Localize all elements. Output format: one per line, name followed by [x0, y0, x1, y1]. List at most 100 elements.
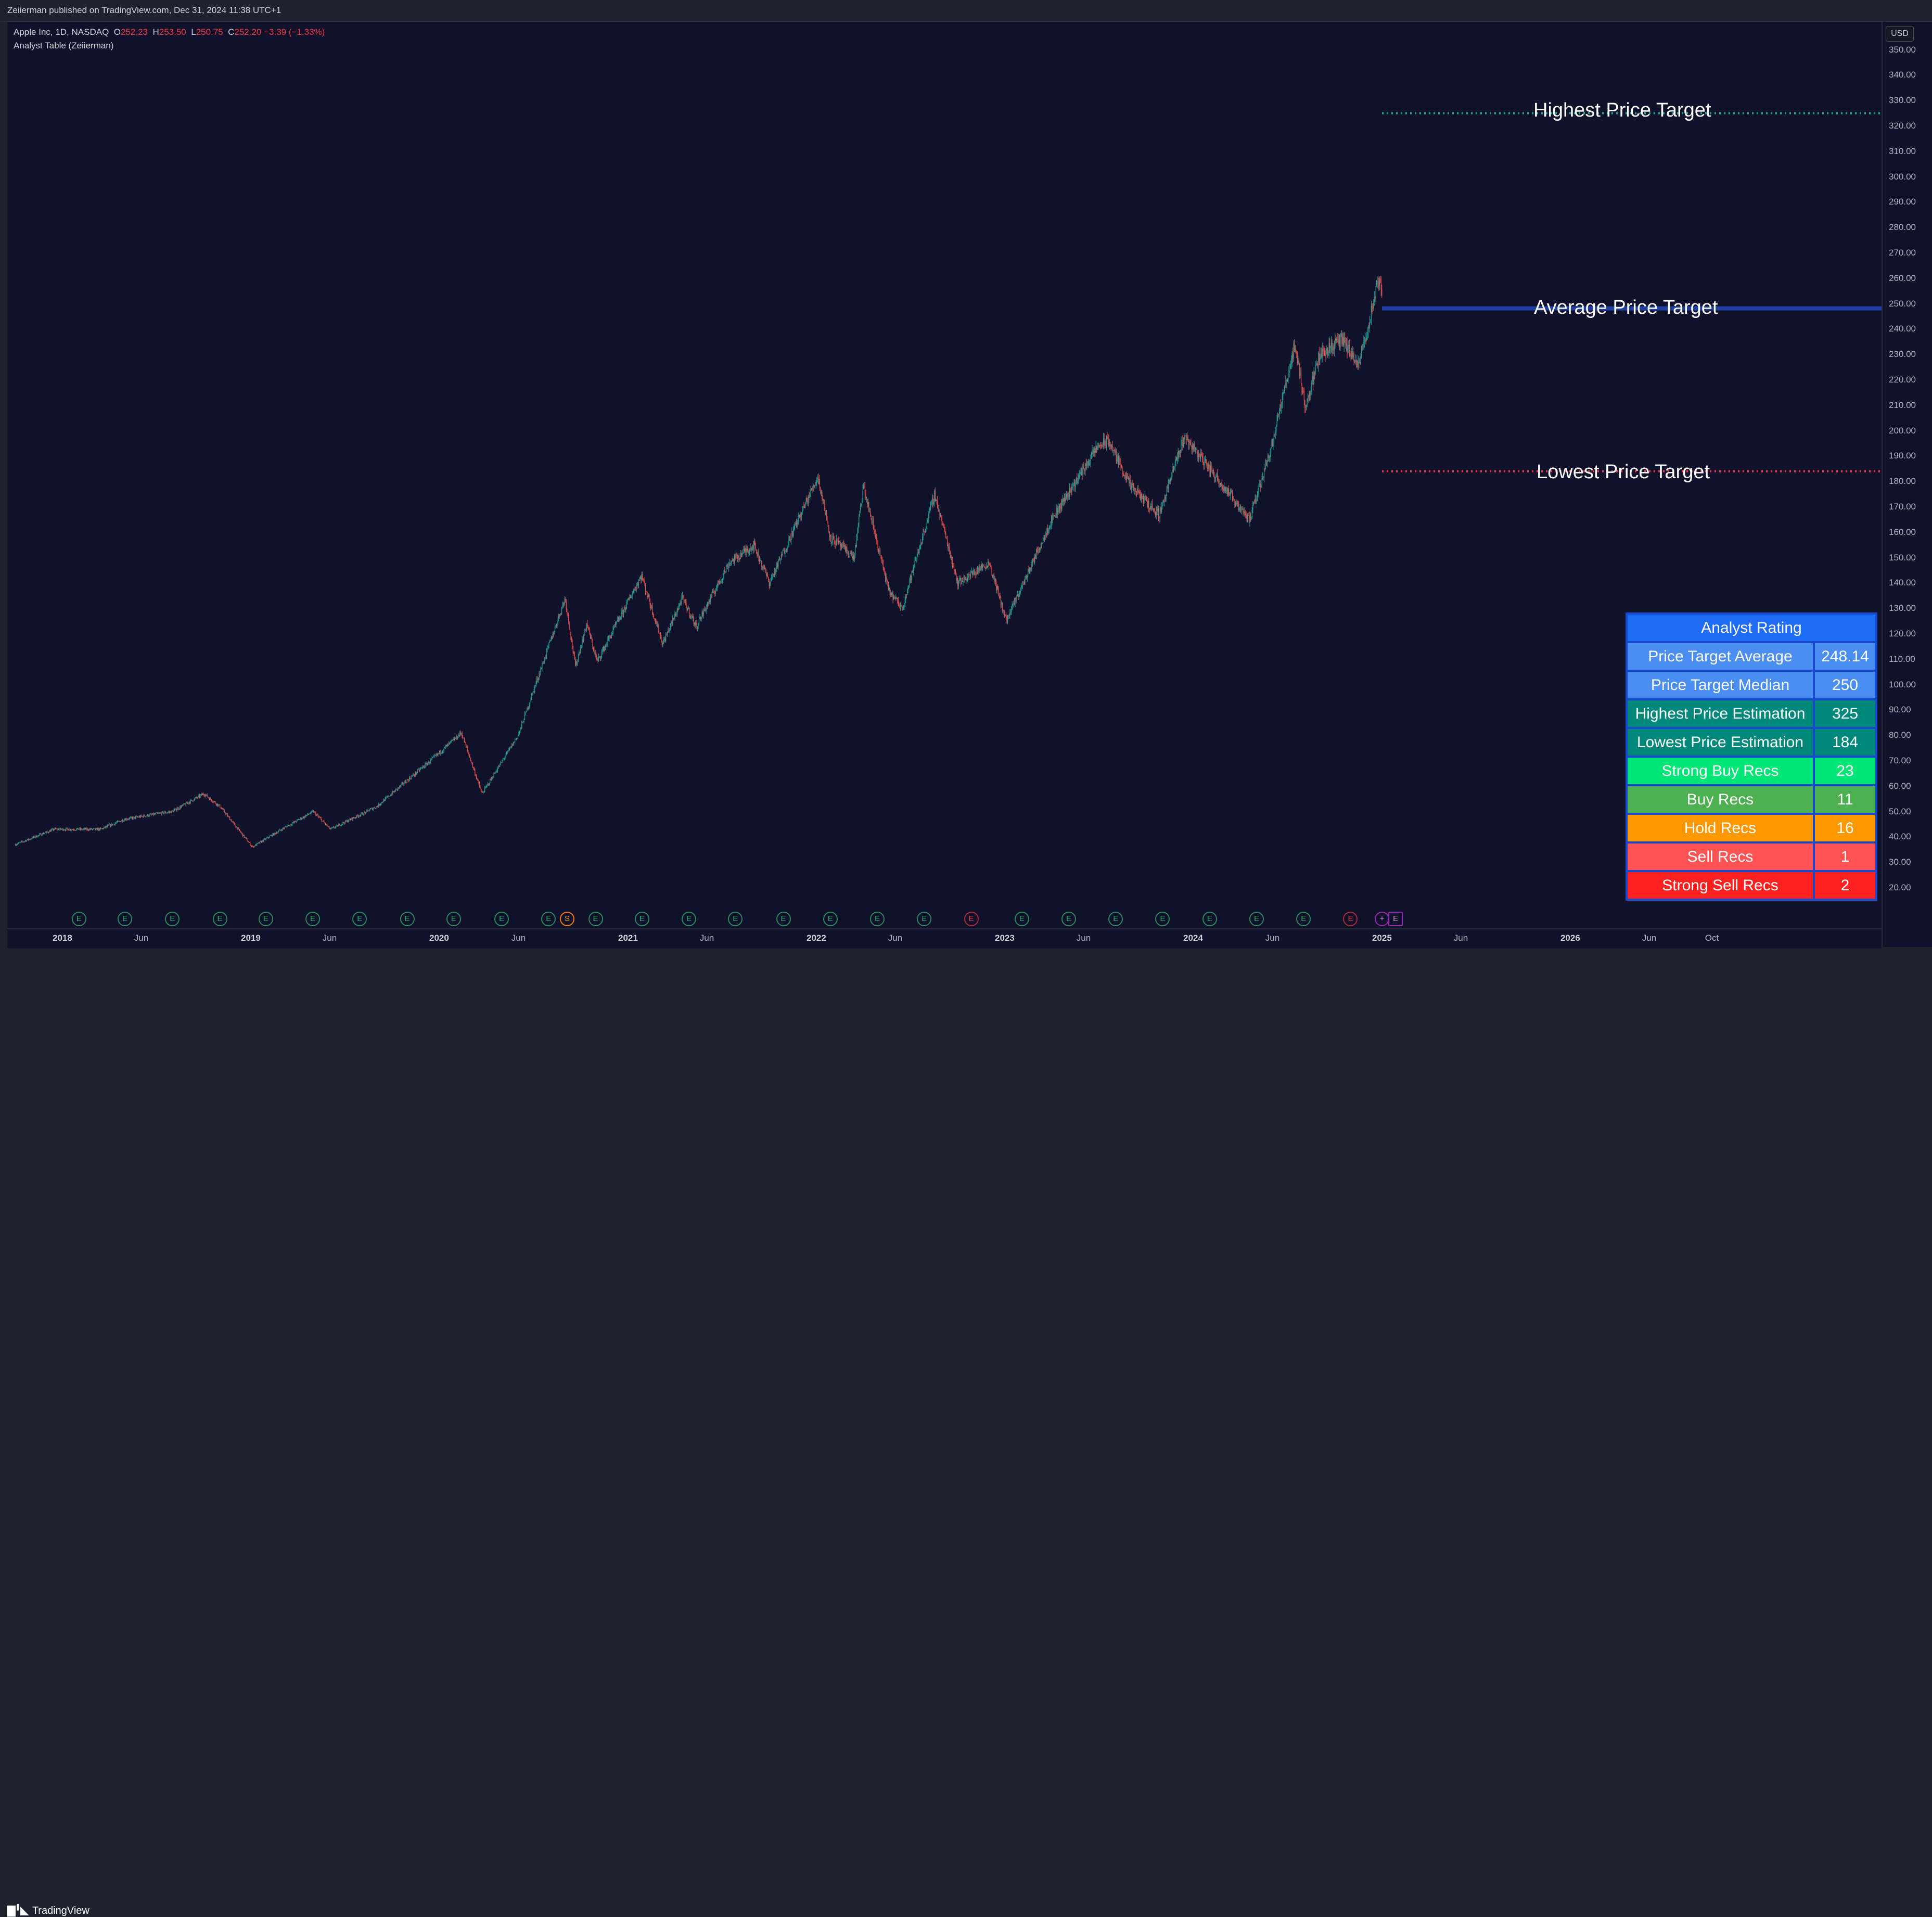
candle-body [341, 824, 342, 826]
candle-body [1054, 515, 1055, 516]
candle-body [498, 766, 500, 767]
earnings-event-icon[interactable]: E [212, 912, 227, 926]
candle-body [494, 773, 495, 774]
earnings-event-icon[interactable]: E [400, 912, 415, 926]
earnings-event-icon[interactable]: E [964, 912, 979, 926]
earnings-event-icon[interactable]: E [1296, 912, 1311, 926]
earnings-event-icon[interactable]: E [917, 912, 932, 926]
indicator-legend[interactable]: Analyst Table (Zeiierman) [14, 41, 114, 50]
candle-body [42, 833, 43, 836]
time-axis-label: Jun [1265, 933, 1280, 943]
earnings-event-icon[interactable]: E [1202, 912, 1217, 926]
candle-body [363, 814, 364, 815]
candle-body [611, 634, 612, 638]
upcoming-earnings-icon[interactable]: E [1388, 912, 1403, 926]
tradingview-logo[interactable]: ▇╹◣ TradingView [7, 1905, 89, 1916]
candle-body [310, 813, 311, 814]
candle-body [643, 579, 644, 581]
earnings-event-icon[interactable]: E [634, 912, 649, 926]
candle-body [848, 552, 849, 557]
earnings-event-icon[interactable]: E [446, 912, 461, 926]
candle-body [1205, 459, 1206, 462]
candle-body [1066, 494, 1067, 496]
candle-body [249, 842, 250, 843]
candle-body [223, 809, 224, 810]
candle-body [870, 511, 871, 516]
earnings-event-icon[interactable]: E [541, 912, 556, 926]
price-tick-label: 230.00 [1889, 349, 1916, 360]
candle-body [759, 559, 760, 561]
candle-body [68, 829, 69, 830]
candle-body [952, 560, 953, 567]
earnings-event-icon[interactable]: E [728, 912, 743, 926]
candle-body [839, 541, 840, 543]
earnings-event-icon[interactable]: E [823, 912, 838, 926]
earnings-event-icon[interactable]: E [1155, 912, 1170, 926]
candle-body [301, 817, 302, 820]
earnings-event-icon[interactable]: E [352, 912, 367, 926]
earnings-event-icon[interactable]: E [1108, 912, 1123, 926]
candle-body [702, 611, 703, 616]
candle-body [1304, 400, 1306, 407]
earnings-event-icon[interactable]: E [1061, 912, 1076, 926]
average-target-label: Average Price Target [1534, 297, 1718, 318]
candle-body [905, 594, 906, 600]
candle-body [840, 545, 841, 547]
earnings-event-icon[interactable]: E [494, 912, 509, 926]
earnings-event-icon[interactable]: E [165, 912, 180, 926]
price-scale[interactable] [1882, 22, 1932, 947]
candle-body [338, 825, 339, 827]
dividend-event-icon[interactable]: + [1374, 912, 1389, 926]
candle-body [538, 678, 539, 681]
open-value: 252.23 [121, 27, 148, 37]
candle-body [474, 768, 475, 770]
price-tick-label: 70.00 [1889, 755, 1911, 765]
candle-body [1195, 449, 1196, 451]
candle-body [1149, 507, 1150, 510]
time-axis[interactable] [7, 928, 1882, 948]
earnings-event-icon[interactable]: E [588, 912, 603, 926]
candle-body [1175, 457, 1176, 462]
earnings-event-icon[interactable]: E [682, 912, 697, 926]
candle-body [396, 788, 398, 790]
candle-body [1249, 515, 1250, 523]
earnings-event-icon[interactable]: E [776, 912, 791, 926]
candle-body [783, 550, 784, 551]
candle-body [278, 830, 279, 832]
candle-body [415, 772, 416, 775]
candle-body [658, 624, 659, 632]
candle-body [906, 594, 907, 595]
chart-pane[interactable] [7, 22, 1882, 947]
currency-button[interactable]: USD [1886, 26, 1914, 42]
earnings-event-icon[interactable]: E [305, 912, 321, 926]
candle-body [476, 775, 477, 779]
candle-body [635, 590, 636, 591]
earnings-event-icon[interactable]: E [1014, 912, 1029, 926]
candle-body [73, 829, 74, 830]
candle-body [216, 803, 217, 805]
candle-body [639, 577, 641, 579]
price-chart[interactable] [7, 22, 1882, 947]
analyst-table-row: Price Target Average 248.14 [1628, 643, 1875, 670]
candle-body [1223, 488, 1224, 491]
candle-body [214, 801, 215, 802]
candle-body [1301, 384, 1302, 390]
candle-body [1293, 343, 1294, 359]
earnings-event-icon[interactable]: E [71, 912, 86, 926]
candle-body [626, 602, 627, 609]
candle-body [565, 598, 566, 601]
candle-body [104, 826, 105, 828]
price-tick-label: 240.00 [1889, 324, 1916, 334]
earnings-event-icon[interactable]: E [1249, 912, 1264, 926]
earnings-event-icon[interactable]: E [118, 912, 132, 926]
split-event-icon[interactable]: S [560, 912, 574, 926]
earnings-event-icon[interactable]: E [870, 912, 885, 926]
candle-body [303, 816, 304, 818]
candle-body [685, 599, 686, 603]
candle-body [305, 815, 306, 817]
candle-body [740, 553, 741, 559]
candle-body [657, 624, 658, 627]
candle-body [571, 638, 572, 640]
earnings-event-icon[interactable]: E [1343, 912, 1358, 926]
earnings-event-icon[interactable]: E [258, 912, 273, 926]
